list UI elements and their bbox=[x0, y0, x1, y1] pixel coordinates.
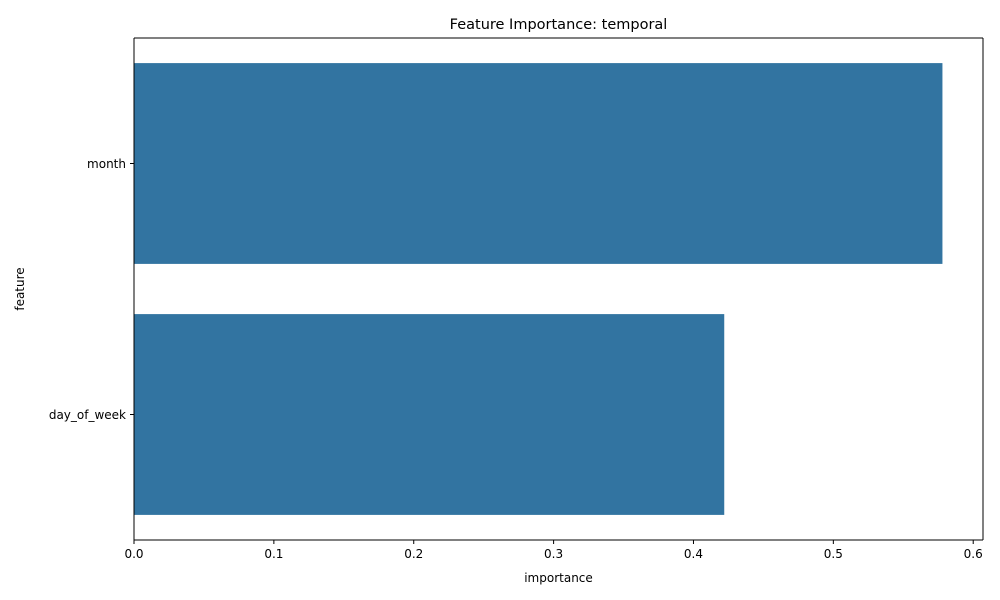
chart-title: Feature Importance: temporal bbox=[450, 17, 668, 33]
x-axis-label: importance bbox=[524, 571, 593, 585]
y-axis-ticks: month day_of_week bbox=[49, 157, 134, 422]
bar-group bbox=[134, 63, 943, 515]
x-tick-label-4: 0.4 bbox=[684, 547, 703, 561]
bar-month bbox=[134, 63, 943, 264]
x-tick-label-2: 0.2 bbox=[404, 547, 423, 561]
x-tick-label-6: 0.6 bbox=[964, 547, 983, 561]
x-tick-label-0: 0.0 bbox=[124, 547, 143, 561]
x-tick-label-5: 0.5 bbox=[824, 547, 843, 561]
y-tick-label-month: month bbox=[87, 157, 126, 171]
x-tick-label-3: 0.3 bbox=[544, 547, 563, 561]
x-tick-label-1: 0.1 bbox=[264, 547, 283, 561]
bar-day-of-week bbox=[134, 314, 725, 515]
axis-spines bbox=[133, 37, 984, 541]
y-tick-label-day-of-week: day_of_week bbox=[49, 408, 126, 422]
x-axis-ticks: 0.0 0.1 0.2 0.3 0.4 0.5 0.6 bbox=[124, 540, 983, 561]
y-axis-label: feature bbox=[13, 267, 27, 310]
